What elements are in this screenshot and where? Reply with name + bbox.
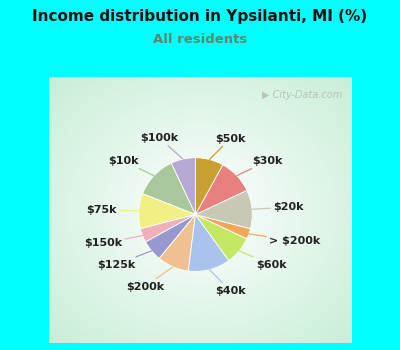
- Wedge shape: [196, 215, 250, 239]
- Wedge shape: [159, 215, 196, 271]
- Text: $20k: $20k: [252, 202, 304, 212]
- Text: $40k: $40k: [210, 270, 246, 296]
- Text: $75k: $75k: [86, 205, 139, 215]
- Text: $10k: $10k: [108, 156, 154, 176]
- Text: $100k: $100k: [140, 133, 183, 159]
- Wedge shape: [171, 158, 196, 215]
- Wedge shape: [196, 165, 247, 215]
- Wedge shape: [138, 194, 196, 229]
- Wedge shape: [196, 215, 247, 261]
- Text: $200k: $200k: [126, 267, 173, 292]
- Wedge shape: [142, 163, 196, 215]
- Text: $150k: $150k: [84, 236, 142, 248]
- Text: All residents: All residents: [153, 33, 247, 46]
- Wedge shape: [146, 215, 196, 258]
- Text: ▶ City-Data.com: ▶ City-Data.com: [262, 90, 342, 100]
- Text: $125k: $125k: [97, 251, 152, 270]
- Wedge shape: [196, 190, 252, 229]
- Wedge shape: [196, 158, 223, 215]
- Wedge shape: [140, 215, 196, 242]
- Text: $30k: $30k: [237, 156, 283, 176]
- Text: Income distribution in Ypsilanti, MI (%): Income distribution in Ypsilanti, MI (%): [32, 9, 368, 24]
- Text: $50k: $50k: [210, 134, 245, 160]
- Text: $60k: $60k: [239, 251, 286, 270]
- Text: > $200k: > $200k: [249, 234, 320, 246]
- Wedge shape: [188, 215, 229, 272]
